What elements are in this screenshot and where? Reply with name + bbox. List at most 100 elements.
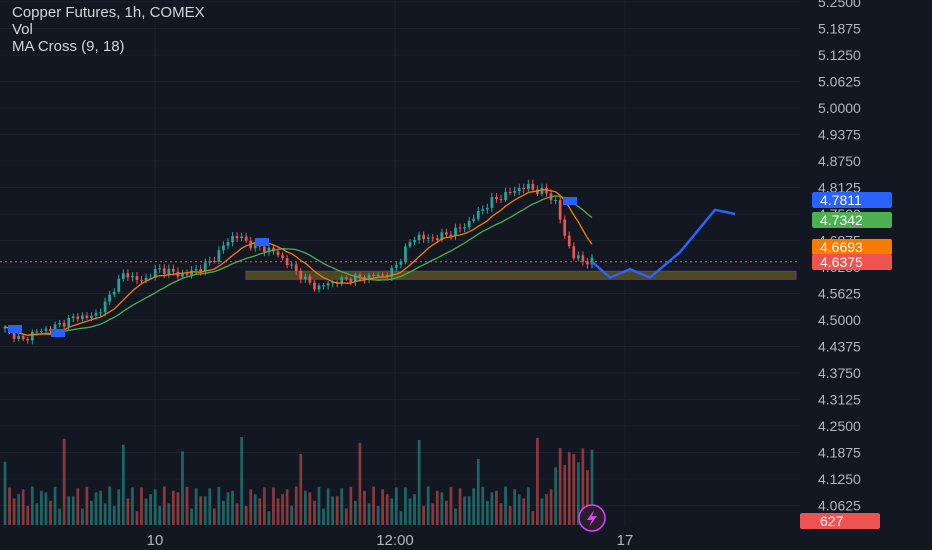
volume-bar xyxy=(99,490,102,525)
candle-body xyxy=(526,183,530,189)
volume-bar xyxy=(17,494,21,525)
candle-body xyxy=(554,200,557,202)
volume-bar xyxy=(235,503,239,525)
volume-bar xyxy=(440,492,444,525)
candle-body xyxy=(367,274,371,280)
candle-body xyxy=(567,235,571,247)
candle-body xyxy=(481,209,485,212)
volume-bar xyxy=(12,498,16,525)
volume-bar xyxy=(90,500,93,525)
candle-body xyxy=(80,315,84,319)
grid xyxy=(0,0,800,525)
candle-body xyxy=(85,315,89,318)
y-tick-label: 4.5000 xyxy=(818,312,861,328)
volume-bar xyxy=(190,508,193,525)
volume-bar xyxy=(76,488,80,525)
volume-bar xyxy=(590,449,594,525)
volume-bar xyxy=(449,486,453,525)
y-tick-label: 5.1875 xyxy=(818,21,861,37)
candle-body xyxy=(495,197,498,200)
y-tick-label: 4.3125 xyxy=(818,392,861,408)
volume-bar xyxy=(563,464,567,525)
time-axis[interactable]: 10 12:00 17 xyxy=(147,532,634,549)
volume-bar xyxy=(431,503,435,525)
candle-body xyxy=(426,237,430,239)
candle-body xyxy=(208,260,212,263)
volume-bar xyxy=(58,508,61,525)
candle-body xyxy=(162,268,166,274)
volume-bar xyxy=(94,492,98,525)
volume-bar xyxy=(108,486,112,525)
ma-slow-line xyxy=(4,195,593,336)
ma-fast-line xyxy=(4,189,593,336)
legend-title[interactable]: Copper Futures, 1h, COMEX xyxy=(12,4,205,21)
volume-bar xyxy=(240,437,243,525)
candle-body xyxy=(126,273,130,278)
volume-bar xyxy=(363,490,366,525)
volume-bar xyxy=(181,451,184,525)
volume-bar xyxy=(454,508,457,525)
candle-body xyxy=(267,247,271,252)
candle-body xyxy=(281,255,284,259)
volume-bar xyxy=(526,487,530,525)
misc xyxy=(0,197,800,532)
candle-body xyxy=(522,188,526,190)
candle-body xyxy=(340,277,344,284)
price-badge xyxy=(812,239,892,255)
candle-body xyxy=(381,274,385,276)
candle-body xyxy=(35,331,39,333)
y-tick-label: 4.5625 xyxy=(818,286,861,302)
volume-bar xyxy=(504,486,507,525)
legend-ma[interactable]: MA Cross (9, 18) xyxy=(12,38,125,55)
volume-bar xyxy=(354,500,357,525)
candle-body xyxy=(131,276,134,278)
volume-bar xyxy=(335,496,339,525)
legend-vol[interactable]: Vol xyxy=(12,21,33,38)
candle-body xyxy=(217,250,221,262)
volume-bar xyxy=(344,508,348,525)
candle-body xyxy=(235,236,239,239)
candle-body xyxy=(399,261,403,265)
volume-bar xyxy=(545,494,548,525)
volume-bar xyxy=(26,505,30,525)
volume-bar xyxy=(472,488,476,525)
volume-bar xyxy=(80,508,84,525)
y-tick-label: 4.0625 xyxy=(818,498,861,514)
x-tick-label: 12:00 xyxy=(376,532,414,549)
candle-body xyxy=(203,262,207,272)
signal-marker xyxy=(51,329,65,337)
candle-body xyxy=(354,274,357,283)
volume-bar xyxy=(567,452,571,525)
volume-bar xyxy=(435,490,439,525)
candle-body xyxy=(294,264,298,271)
support-zone-rect xyxy=(245,270,797,280)
volume-bar xyxy=(185,486,189,525)
volume-bar xyxy=(313,500,316,525)
volume-bar xyxy=(408,498,412,525)
volume-bar xyxy=(162,486,166,525)
candle-body xyxy=(545,187,548,194)
volume-bar xyxy=(495,490,498,525)
volume-bar xyxy=(249,489,253,525)
volume-bar xyxy=(517,494,521,525)
volume-bar xyxy=(21,489,25,525)
volume-bar xyxy=(399,511,403,525)
candle-body xyxy=(153,269,157,278)
candle-body xyxy=(71,316,75,319)
candle-body xyxy=(485,207,489,210)
volume-bar xyxy=(558,448,562,525)
volume-bar xyxy=(258,498,262,525)
candle-body xyxy=(349,278,353,283)
volume-bar xyxy=(376,505,380,525)
candle-body xyxy=(572,246,576,259)
candle-body xyxy=(417,234,421,241)
volume-bar xyxy=(522,498,526,525)
volume-bar xyxy=(322,508,325,525)
lightning-icon-bolt xyxy=(587,510,597,527)
candle-body xyxy=(181,273,184,277)
volume-bar xyxy=(231,490,234,525)
volume-bar xyxy=(581,448,585,525)
volume-bar xyxy=(381,489,385,525)
candle-body xyxy=(67,318,71,327)
